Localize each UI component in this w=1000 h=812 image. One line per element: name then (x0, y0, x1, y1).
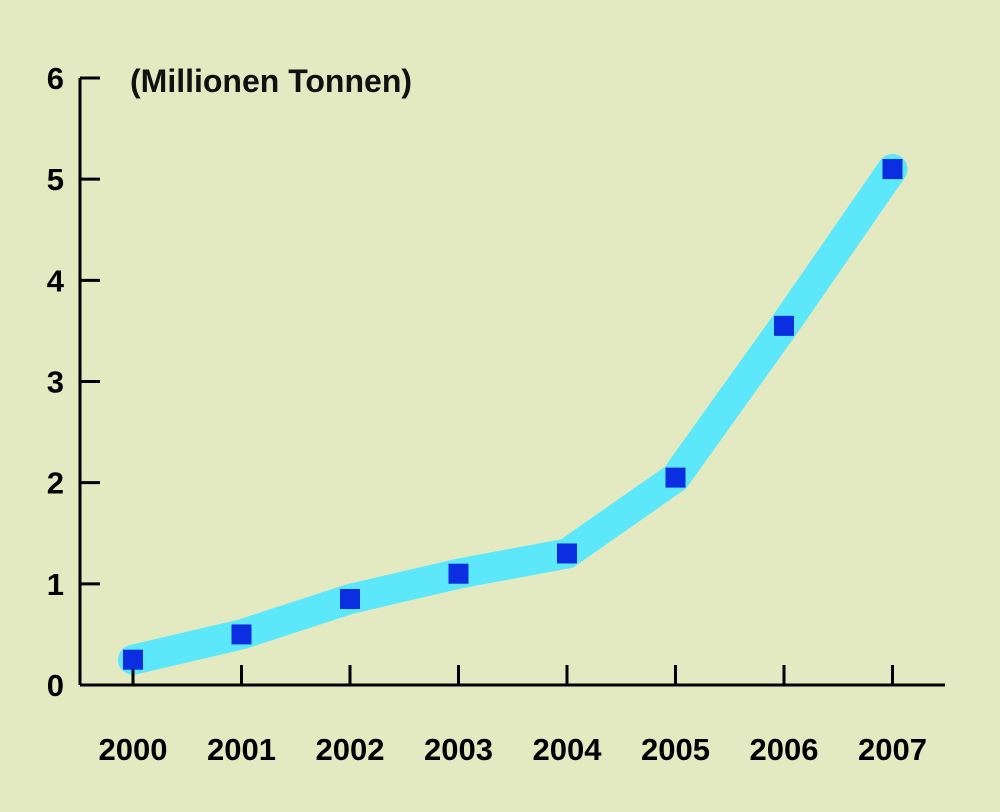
y-tick-label: 3 (47, 365, 64, 400)
y-tick-label: 6 (47, 61, 64, 96)
data-markers (123, 159, 903, 670)
data-point (882, 159, 903, 180)
axes (78, 76, 945, 687)
data-point (774, 315, 794, 336)
x-tick-label: 2005 (641, 732, 710, 767)
y-tick-label: 5 (47, 162, 64, 197)
y-tick-label: 0 (47, 668, 64, 703)
x-tick-label: 2006 (750, 732, 819, 767)
data-point (448, 563, 469, 584)
y-tick-label: 2 (47, 466, 64, 501)
data-point (665, 467, 686, 488)
x-tick-label: 2003 (424, 732, 493, 767)
trend-band-layer (118, 154, 908, 675)
x-tick-label: 2000 (99, 732, 168, 767)
data-point (340, 589, 360, 610)
tick-labels: 0 1 2 3 4 5 6 2000 2001 2002 2003 2004 2005 2006 2007 (47, 61, 927, 767)
y-unit-label: (Millionen Tonnen) (130, 63, 412, 99)
x-tick-label: 2002 (316, 732, 385, 767)
data-point (231, 624, 252, 645)
y-tick-label: 4 (47, 263, 65, 298)
data-point (123, 649, 143, 670)
data-point (557, 543, 577, 564)
x-tick-label: 2001 (207, 732, 276, 767)
series-band (118, 154, 908, 675)
y-tick-label: 1 (47, 567, 64, 602)
x-tick-label: 2004 (533, 732, 603, 767)
x-tick-label: 2007 (858, 732, 927, 767)
